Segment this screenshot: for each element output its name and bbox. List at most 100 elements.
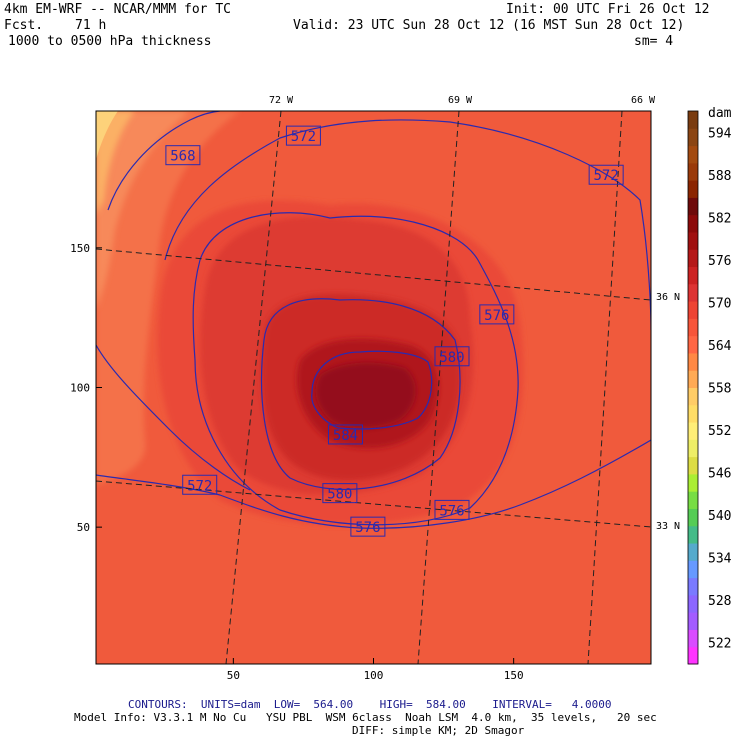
colorbar-swatch xyxy=(688,543,698,561)
colorbar-swatch xyxy=(688,301,698,319)
footer-contours: CONTOURS: UNITS=dam LOW= 564.00 HIGH= 58… xyxy=(128,698,612,711)
colorbar-label: 540 xyxy=(708,509,731,524)
header-valid: Valid: 23 UTC Sun 28 Oct 12 (16 MST Sun … xyxy=(293,18,685,33)
colorbar-swatch xyxy=(688,249,698,268)
footer-diff: DIFF: simple KM; 2D Smagor xyxy=(352,724,525,737)
header-field: 1000 to 0500 hPa thickness xyxy=(8,34,212,49)
colorbar-swatch xyxy=(688,629,698,648)
contour-label: 576 xyxy=(355,520,380,536)
contour-label-box xyxy=(327,424,363,445)
contour-label-box xyxy=(588,164,624,185)
colorbar-frame xyxy=(687,110,699,665)
colorbar-swatch xyxy=(688,560,698,579)
colorbar-swatch xyxy=(688,352,698,371)
colorbar-swatch xyxy=(688,525,698,544)
contour-label: 572 xyxy=(594,168,619,184)
contour-576 xyxy=(192,212,519,526)
lon-label-69w: 69 W xyxy=(448,95,473,106)
x-tick-label: 50 xyxy=(227,669,240,682)
colorbar-label: 582 xyxy=(708,211,731,226)
x-tick-label: 150 xyxy=(504,669,524,682)
lat-label-33n: 33 N xyxy=(656,521,680,532)
colorbar-swatch xyxy=(688,266,698,285)
contour-584 xyxy=(311,350,433,430)
colorbar-labels: 594 588 582 576 570 564 558 552 546 540 534 528 522 xyxy=(708,126,732,651)
contour-label-box xyxy=(350,516,386,537)
colorbar-swatch xyxy=(688,594,698,613)
colorbar-swatch xyxy=(688,508,698,527)
contour-labels: 572 568 572 576 580 584 580 572 576 576 xyxy=(165,125,624,537)
colorbar-label: 552 xyxy=(708,424,731,439)
colorbar-swatch xyxy=(688,318,698,337)
colorbar-label: 522 xyxy=(708,637,731,652)
colorbar-swatch xyxy=(688,473,698,492)
contour-label: 572 xyxy=(187,478,212,494)
colorbar-label: 558 xyxy=(708,382,731,397)
colorbar-label: 570 xyxy=(708,296,731,311)
lon-lat-labels: 72 W 69 W 66 W 36 N 33 N xyxy=(269,95,680,532)
latlon-grid xyxy=(96,111,651,664)
x-tick-label: 100 xyxy=(364,669,384,682)
contour-label: 568 xyxy=(170,149,195,165)
colorbar-label: 534 xyxy=(708,552,732,567)
contour-label: 572 xyxy=(291,129,316,145)
colorbar-swatch xyxy=(688,577,698,596)
colorbar-label: 576 xyxy=(708,254,731,269)
colorbar-swatch xyxy=(688,162,698,181)
colorbar-swatch xyxy=(688,422,698,440)
contour-label-box xyxy=(322,483,358,504)
contour-568 xyxy=(96,111,251,491)
y-tick-label: 100 xyxy=(70,382,90,395)
contour-label-box xyxy=(165,145,201,166)
contour-580 xyxy=(261,298,461,491)
colorbar-swatch xyxy=(688,335,698,354)
colorbar-swatch xyxy=(688,612,698,630)
colorbar-swatch xyxy=(688,214,698,233)
colorbar-swatch xyxy=(688,370,698,388)
colorbar-swatch xyxy=(688,197,698,216)
contour-label-box xyxy=(285,125,321,146)
contour-label-box xyxy=(479,304,515,325)
contour-label-box xyxy=(434,346,470,367)
contour-label: 580 xyxy=(439,350,464,366)
contour-label-box xyxy=(182,474,218,495)
header-fcst-label: Fcst. xyxy=(4,18,44,33)
colorbar-swatch xyxy=(688,491,698,509)
colorbar-swatch xyxy=(688,646,698,665)
header-fcst-hours: 71 h xyxy=(75,18,107,33)
colorbar-label: 564 xyxy=(708,339,732,354)
contour-label: 580 xyxy=(327,487,352,503)
colorbar-label: 528 xyxy=(708,594,731,609)
colorbar-swatch xyxy=(688,128,698,147)
colorbar-label: 546 xyxy=(708,467,731,482)
lon-label-66w: 66 W xyxy=(631,95,656,106)
lon-label-72w: 72 W xyxy=(269,95,294,106)
contour-label: 584 xyxy=(333,428,358,444)
footer-model-info: Model Info: V3.3.1 M No Cu YSU PBL WSM 6… xyxy=(74,711,657,724)
heatmap-field xyxy=(96,111,651,664)
colorbar-swatch xyxy=(688,111,698,129)
contour-label: 576 xyxy=(484,308,509,324)
header-init: Init: 00 UTC Fri 26 Oct 12 xyxy=(506,2,710,17)
lat-label-36n: 36 N xyxy=(656,292,680,303)
colorbar-swatch xyxy=(688,231,698,250)
colorbar-swatch xyxy=(688,456,698,475)
colorbar-swatch xyxy=(688,439,698,458)
colorbar-swatch xyxy=(688,145,698,164)
y-tick-label: 150 xyxy=(70,242,90,255)
colorbar xyxy=(687,110,699,665)
colorbar-label: 588 xyxy=(708,169,731,184)
colorbar-swatch xyxy=(688,180,698,198)
colorbar-swatch xyxy=(688,404,698,423)
colorbar-label: 594 xyxy=(708,126,732,141)
y-tick-label: 50 xyxy=(77,521,90,534)
header-model: 4km EM-WRF -- NCAR/MMM for TC xyxy=(4,2,231,17)
colorbar-swatch xyxy=(688,283,698,302)
axis-ticks: 50 100 150 50 100 150 xyxy=(70,242,523,682)
contour-label-box xyxy=(434,499,470,520)
header-smoothing: sm= 4 xyxy=(634,34,674,49)
contour-label: 576 xyxy=(439,503,464,519)
colorbar-units: dam xyxy=(708,106,732,121)
colorbar-swatch xyxy=(688,387,698,406)
